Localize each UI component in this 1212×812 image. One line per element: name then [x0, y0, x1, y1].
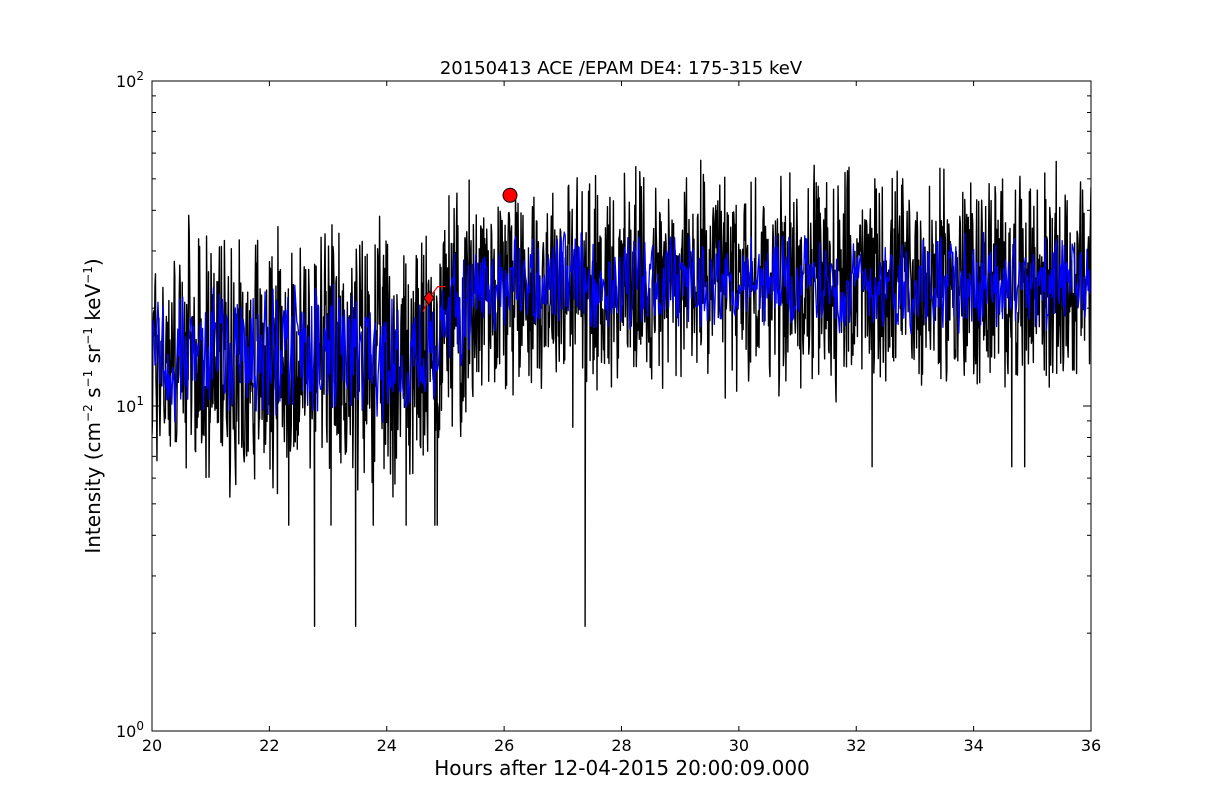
y-axis-label-exp4: −1	[81, 266, 95, 284]
y-tick-label: 100	[116, 719, 144, 741]
marker-circle	[502, 187, 518, 203]
series-line-smoothed-blue-line	[152, 231, 1091, 423]
x-tick-label: 28	[611, 736, 631, 755]
y-axis-label-mid3: keV	[81, 284, 105, 328]
x-axis-label: Hours after 12-04-2015 20:00:09.000	[434, 756, 810, 780]
y-tick-label: 102	[116, 69, 144, 91]
y-axis-label-exp2: −1	[81, 370, 95, 388]
x-tick-label: 30	[729, 736, 749, 755]
y-axis-label-mid2: sr	[81, 344, 105, 370]
x-tick-label: 32	[846, 736, 866, 755]
y-axis-label-exp3: −1	[81, 327, 95, 345]
x-tick-label: 24	[377, 736, 397, 755]
plot-frame	[151, 80, 1092, 732]
y-tick-label: 101	[116, 394, 144, 416]
x-tick-label: 20	[142, 736, 162, 755]
ticks-layer: 20 22 24 26 28 30 32 34 36 100 101 102	[116, 69, 1101, 755]
y-axis-label-mid1: s	[81, 387, 105, 404]
chart-title: 20150413 ACE /EPAM DE4: 175-315 keV	[440, 58, 803, 79]
y-axis-label-exp1: −2	[81, 404, 95, 422]
y-axis-label: Intensity (cm−2 s−1 sr−1 keV−1)	[81, 258, 105, 553]
markers-layer	[422, 187, 518, 312]
marker-line	[422, 286, 446, 312]
x-tick-label: 26	[494, 736, 514, 755]
y-axis-label-suffix: )	[81, 258, 105, 266]
plot-area	[152, 159, 1091, 627]
x-tick-label: 36	[1081, 736, 1101, 755]
marker-diamond	[423, 290, 435, 306]
series-line-raw-black-line	[152, 159, 1091, 627]
x-tick-label: 34	[963, 736, 983, 755]
x-tick-label: 22	[259, 736, 279, 755]
y-axis-label-prefix: Intensity (cm	[81, 422, 105, 554]
